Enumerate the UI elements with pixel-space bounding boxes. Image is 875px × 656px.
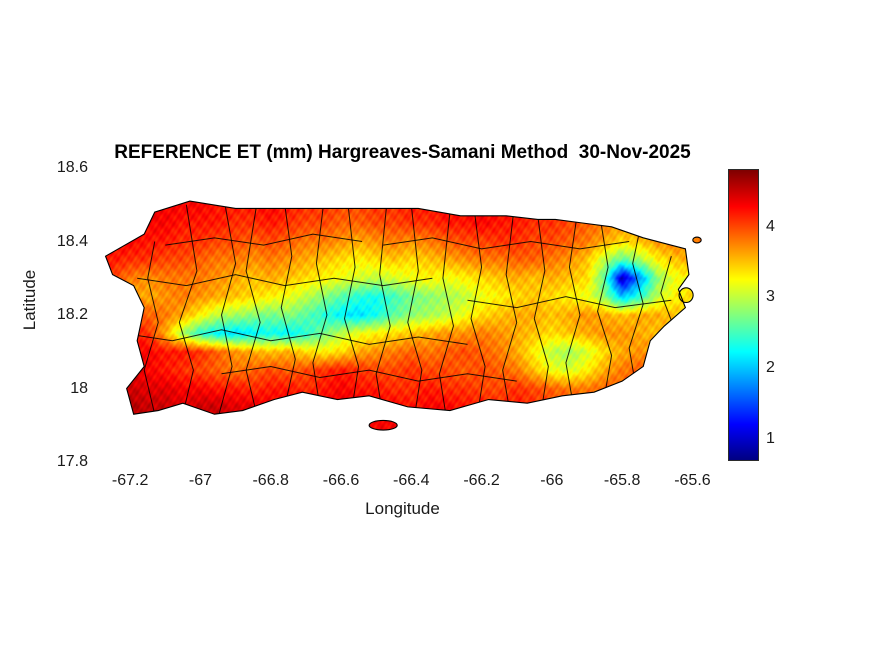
x-tick-label: -65.8 bbox=[603, 472, 641, 489]
colorbar-tick-label: 1 bbox=[766, 429, 775, 447]
x-tick-label: -67.2 bbox=[111, 472, 149, 489]
y-axis-label: Latitude bbox=[20, 269, 39, 331]
y-tick-label: 18.4 bbox=[56, 232, 88, 250]
colorbar-tick-label: 4 bbox=[766, 217, 775, 235]
x-axis-label: Longitude bbox=[365, 499, 440, 518]
x-tick-label: -67 bbox=[188, 472, 212, 489]
x-tick-label: -66.8 bbox=[252, 472, 289, 489]
colorbar-canvas bbox=[728, 169, 759, 461]
y-tick-label: 18.2 bbox=[56, 306, 88, 323]
colorbar-tick-label: 2 bbox=[766, 359, 775, 377]
figure-title: REFERENCE ET (mm) Hargreaves-Samani Meth… bbox=[114, 142, 691, 163]
x-tick-label: -66.2 bbox=[463, 472, 500, 489]
x-tick-label: -66.4 bbox=[393, 472, 430, 489]
x-tick-label: -66 bbox=[540, 472, 564, 489]
heatmap-canvas bbox=[95, 168, 710, 462]
colorbar-tick-label: 3 bbox=[766, 288, 775, 306]
x-tick-label: -66.6 bbox=[322, 472, 360, 489]
y-tick-label: 17.8 bbox=[56, 453, 88, 470]
y-tick-label: 18 bbox=[70, 379, 88, 397]
y-tick-label: 18.6 bbox=[56, 159, 88, 176]
x-tick-label: -65.6 bbox=[674, 472, 711, 489]
